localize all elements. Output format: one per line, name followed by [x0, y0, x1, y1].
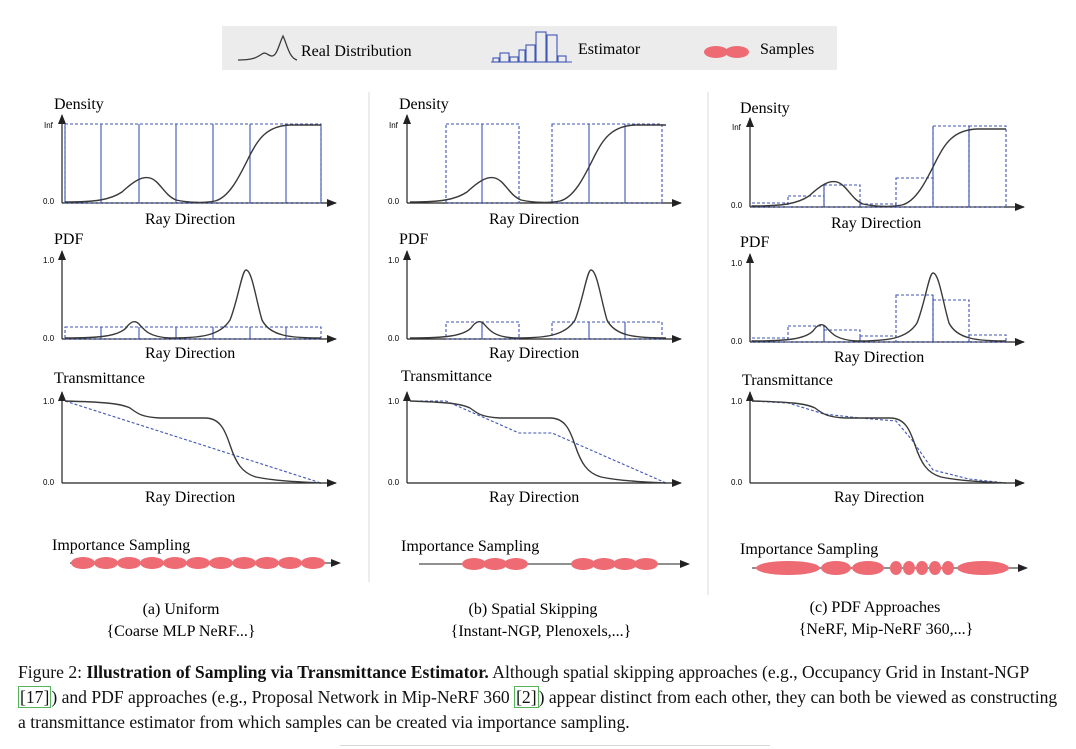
column-caption-line1: (c) PDF Approaches	[810, 599, 941, 616]
column-caption-line2: {Instant-NGP, Plenoxels,...}	[451, 623, 632, 640]
transmittance-estimator	[751, 400, 1007, 484]
pdf-plot-spatial-skipping: PDF 1.0 0.0 Ray Direction	[388, 231, 682, 362]
pdf-estimator	[751, 294, 1007, 343]
y-tick-inf: Inf	[732, 123, 742, 132]
y-tick-zero: 0.0	[731, 201, 743, 210]
pdf-estimator	[445, 321, 663, 340]
caption-text-part3: ) appear distinct from each other, they …	[18, 687, 1058, 732]
pdf-title: PDF	[399, 231, 428, 248]
y-tick-zero: 0.0	[43, 197, 55, 206]
density-real-curve	[751, 128, 1006, 208]
density-real-curve	[409, 124, 666, 204]
transmittance-estimator	[410, 400, 667, 484]
pdf-plot-pdf-approaches: PDF 1.0 0.0 Ray Direction	[731, 234, 1025, 366]
legend-real-distribution-icon	[237, 34, 298, 61]
y-tick-one: 1.0	[731, 397, 743, 406]
pdf-real-curve	[409, 269, 667, 339]
column-caption-line2: {NeRF, Mip-NeRF 360,...}	[799, 621, 974, 638]
y-tick-zero: 0.0	[731, 478, 743, 487]
sample-markers	[71, 557, 325, 569]
citation-link-2[interactable]: [2]	[514, 686, 539, 708]
x-axis-label: Ray Direction	[145, 489, 235, 506]
density-title: Density	[399, 96, 449, 113]
density-estimator	[445, 123, 663, 204]
pdf-plot-uniform: PDF 1.0 0.0 Ray Direction	[43, 231, 337, 362]
density-estimator	[751, 125, 1007, 208]
y-tick-zero: 0.0	[388, 334, 400, 343]
importance-sampling-uniform: Importance Sampling	[52, 537, 341, 569]
importance-sampling-pdf-approaches: Importance Sampling	[740, 541, 1028, 575]
density-plot-pdf-approaches: Density Inf 0.0 Ray Direction	[731, 100, 1025, 232]
y-tick-zero: 0.0	[731, 337, 743, 346]
y-tick-zero: 0.0	[388, 478, 400, 487]
column-caption-line1: (b) Spatial Skipping	[469, 601, 598, 618]
caption-title: Illustration of Sampling via Transmittan…	[86, 662, 489, 682]
legend-samples-label: Samples	[760, 41, 814, 58]
y-tick-one: 1.0	[731, 259, 743, 268]
caption-text-part1: Although spatial skipping approaches (e.…	[488, 662, 1029, 682]
legend-real-distribution-label: Real Distribution	[301, 43, 412, 60]
importance-sampling-spatial-skipping: Importance Sampling	[401, 538, 690, 570]
pdf-title: PDF	[54, 231, 83, 248]
sample-markers	[462, 558, 658, 570]
sample-markers	[756, 561, 1009, 575]
pdf-real-curve	[751, 272, 1007, 342]
legend-samples-icon	[704, 46, 749, 58]
x-axis-label: Ray Direction	[145, 345, 235, 362]
transmittance-plot-spatial-skipping: Transmittance 1.0 0.0 Ray Direction	[388, 368, 682, 506]
page-divider	[340, 745, 770, 746]
legend: Real Distribution Estimator Samples	[222, 26, 837, 70]
importance-sampling-label: Importance Sampling	[401, 538, 539, 555]
importance-sampling-label: Importance Sampling	[52, 537, 190, 554]
figure-caption: Figure 2: Illustration of Sampling via T…	[18, 660, 1063, 735]
column-caption-line1: (a) Uniform	[143, 601, 220, 618]
caption-prefix: Figure 2:	[18, 662, 87, 682]
x-axis-label: Ray Direction	[831, 215, 921, 232]
x-axis-label: Ray Direction	[834, 489, 924, 506]
density-plot-uniform: Density Inf 0.0 Ray Direction	[43, 96, 337, 228]
density-title: Density	[54, 96, 104, 113]
x-axis-label: Ray Direction	[489, 489, 579, 506]
transmittance-title: Transmittance	[401, 368, 492, 385]
density-plot-spatial-skipping: Density Inf 0.0 Ray Direction	[388, 96, 682, 228]
y-tick-zero: 0.0	[388, 197, 400, 206]
density-real-curve	[64, 124, 321, 204]
y-tick-one: 1.0	[43, 256, 55, 265]
citation-link-17[interactable]: [17]	[18, 686, 52, 708]
x-axis-label: Ray Direction	[489, 211, 579, 228]
density-estimator	[64, 123, 322, 204]
legend-estimator-icon	[491, 31, 572, 63]
column-pdf-approaches: Density Inf 0.0 Ray Direction PDF 1.0	[731, 100, 1028, 638]
y-tick-one: 1.0	[388, 256, 400, 265]
transmittance-title: Transmittance	[54, 370, 145, 387]
transmittance-real-curve	[409, 400, 667, 484]
x-axis-label: Ray Direction	[489, 345, 579, 362]
legend-estimator-label: Estimator	[578, 41, 641, 58]
y-tick-zero: 0.0	[43, 478, 55, 487]
y-tick-inf: Inf	[44, 121, 54, 130]
caption-text-part2: ) and PDF approaches (e.g., Proposal Net…	[51, 687, 515, 707]
pdf-title: PDF	[740, 234, 769, 251]
column-caption-line2: {Coarse MLP NeRF...}	[106, 623, 255, 640]
transmittance-title: Transmittance	[742, 372, 833, 389]
y-tick-one: 1.0	[43, 397, 55, 406]
column-spatial-skipping: Density Inf 0.0 Ray Direction PDF 1.0 0.…	[388, 96, 690, 640]
transmittance-plot-uniform: Transmittance 1.0 0.0 Ray Direction	[43, 370, 337, 506]
density-title: Density	[740, 100, 790, 117]
x-axis-label: Ray Direction	[834, 349, 924, 366]
x-axis-label: Ray Direction	[145, 211, 235, 228]
transmittance-plot-pdf-approaches: Transmittance 1.0 0.0 Ray Direction	[731, 372, 1025, 506]
transmittance-real-curve	[64, 400, 322, 484]
transmittance-estimator	[64, 400, 322, 484]
figure-2-illustration: Real Distribution Estimator Samples Dens…	[43, 26, 1028, 640]
y-tick-one: 1.0	[388, 397, 400, 406]
y-tick-zero: 0.0	[43, 334, 55, 343]
pdf-real-curve	[64, 269, 322, 339]
column-uniform: Density Inf 0.0 Ray Direction PDF 1.0 0.…	[43, 96, 341, 640]
importance-sampling-label: Importance Sampling	[740, 541, 878, 558]
y-tick-inf: Inf	[389, 121, 399, 130]
transmittance-real-curve	[751, 400, 1007, 484]
